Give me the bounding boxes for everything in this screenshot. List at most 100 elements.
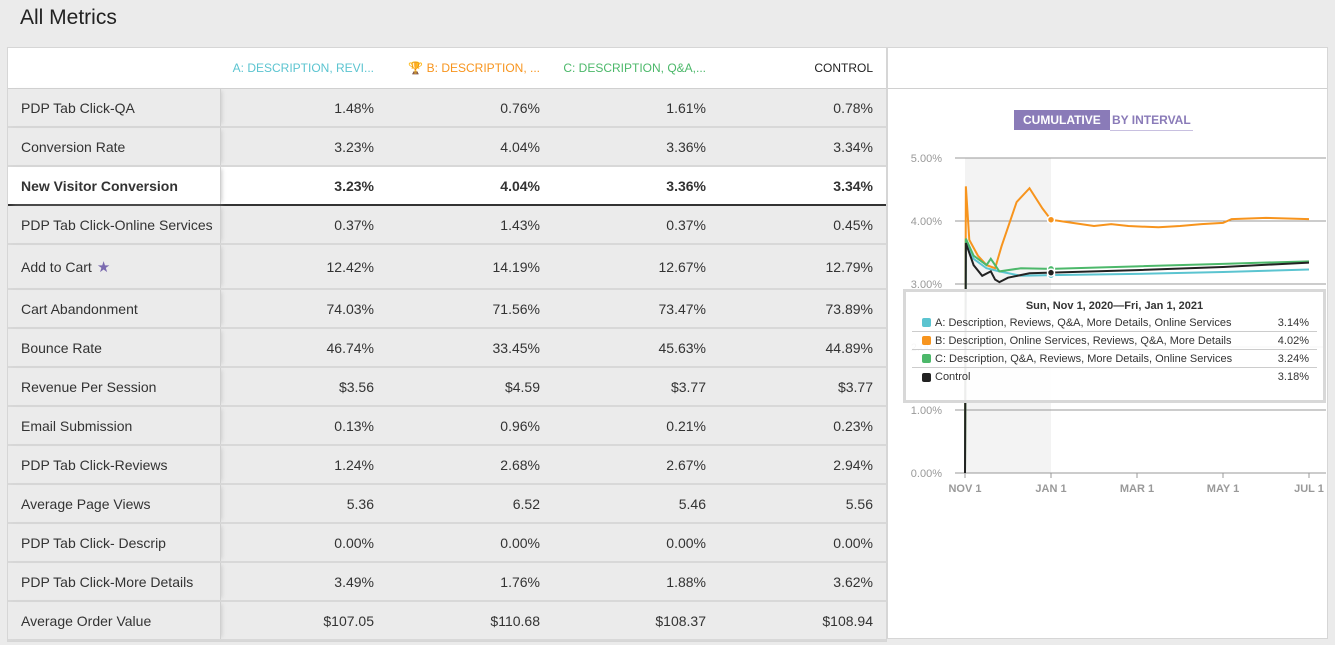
legend-swatch-icon — [922, 354, 931, 363]
metric-value: 73.47% — [658, 300, 706, 317]
metric-value: 71.56% — [492, 300, 540, 317]
metric-value: 73.89% — [825, 300, 873, 317]
metric-value: 4.04% — [500, 177, 540, 194]
table-row[interactable]: PDP Tab Click- Descrip 0.00% 0.00% 0.00% 0.0… — [8, 524, 886, 563]
table-row[interactable]: Average Order Value $107.05 $110.68 $108.37… — [8, 602, 886, 641]
metric-value: 0.78% — [833, 99, 873, 116]
tooltip-item: Control 3.18% — [912, 368, 1317, 386]
star-icon: ★ — [96, 258, 111, 276]
table-row[interactable]: Revenue Per Session $3.56 $4.59 $3.77 $3.77 — [8, 368, 886, 407]
metric-label: New Visitor Conversion — [8, 167, 221, 204]
x-tick-label: NOV 1 — [948, 483, 981, 495]
metric-value: $3.56 — [338, 378, 374, 395]
metric-value: $107.05 — [323, 612, 374, 629]
metric-value: 3.34% — [833, 138, 873, 155]
metric-value: 0.00% — [334, 534, 374, 551]
column-b-header[interactable]: 🏆 B: DESCRIPTION, ... — [408, 61, 540, 75]
series-line-c — [964, 238, 1310, 474]
metric-value: 2.94% — [833, 456, 873, 473]
table-row[interactable]: Cart Abandonment 74.03% 71.56% 73.47% 73.89% — [8, 290, 886, 329]
metric-label: Conversion Rate — [8, 128, 221, 165]
metric-value: 0.37% — [666, 216, 706, 233]
metric-value: $4.59 — [504, 378, 540, 395]
metric-value: 3.62% — [833, 573, 873, 590]
metric-value: 1.43% — [500, 216, 540, 233]
metric-value: 4.04% — [500, 138, 540, 155]
y-tick-label: 5.00% — [911, 153, 942, 165]
metric-label: PDP Tab Click- Descrip — [8, 524, 221, 561]
metric-value: 3.36% — [666, 177, 706, 194]
metric-value: $3.77 — [670, 378, 706, 395]
metric-value: $3.77 — [837, 378, 873, 395]
table-row[interactable]: PDP Tab Click-Reviews 1.24% 2.68% 2.67% 2.94… — [8, 446, 886, 485]
table-row[interactable]: New Visitor Conversion 3.23% 4.04% 3.36% 3.3… — [8, 167, 886, 206]
column-c-header[interactable]: C: DESCRIPTION, Q&A,... — [563, 61, 706, 75]
metric-value: 12.67% — [658, 258, 706, 275]
table-row[interactable]: Average Page Views 5.36 6.52 5.46 5.56 — [8, 485, 886, 524]
metric-value: 5.56 — [845, 495, 873, 512]
metric-label: PDP Tab Click-QA — [8, 89, 221, 126]
series-marker — [1046, 215, 1056, 224]
metric-label: PDP Tab Click-Online Services — [8, 206, 221, 243]
chart-tooltip: Sun, Nov 1, 2020—Fri, Jan 1, 2021 A: Des… — [903, 289, 1326, 403]
page-title: All Metrics — [20, 6, 117, 29]
y-tick-label: 3.00% — [911, 279, 942, 291]
x-tick-label: MAY 1 — [1207, 483, 1239, 495]
tooltip-title: Sun, Nov 1, 2020—Fri, Jan 1, 2021 — [1025, 300, 1204, 312]
y-tick-label: 4.00% — [911, 216, 942, 228]
metric-value: 3.23% — [334, 177, 374, 194]
metric-value: 0.96% — [500, 417, 540, 434]
metric-value: 1.24% — [334, 456, 374, 473]
metric-value: 45.63% — [658, 339, 706, 356]
metric-value: 0.23% — [833, 417, 873, 434]
metric-value: 5.46 — [678, 495, 706, 512]
metric-label: Average Page Views — [8, 485, 221, 522]
metric-value: 44.89% — [825, 339, 873, 356]
metric-value: 0.37% — [334, 216, 374, 233]
table-row[interactable]: PDP Tab Click-Online Services 0.37% 1.43% 0… — [8, 206, 886, 245]
metric-value: 74.03% — [326, 300, 374, 317]
x-tick-label: JAN 1 — [1035, 483, 1066, 495]
metric-value: 1.61% — [666, 99, 706, 116]
table-row[interactable]: Add to Cart ★ 12.42% 14.19% 12.67% 12.79% — [8, 245, 886, 290]
y-tick-label: 0.00% — [911, 468, 942, 480]
column-control-header[interactable]: CONTROL — [814, 61, 873, 75]
metric-value: 5.36 — [346, 495, 374, 512]
metric-value: 12.79% — [825, 258, 873, 275]
metric-value: 3.49% — [334, 573, 374, 590]
metrics-table: A: DESCRIPTION, REVI... 🏆 B: DESCRIPTION… — [7, 47, 887, 642]
metric-value: 12.42% — [326, 258, 374, 275]
metric-value: 0.00% — [666, 534, 706, 551]
metric-value: 0.21% — [666, 417, 706, 434]
metric-label: Revenue Per Session — [8, 368, 221, 405]
table-row[interactable]: PDP Tab Click-More Details 3.49% 1.76% 1.88… — [8, 563, 886, 602]
metric-value: 2.68% — [500, 456, 540, 473]
metric-value: 0.00% — [833, 534, 873, 551]
by-interval-toggle[interactable]: BY INTERVAL — [1110, 110, 1193, 131]
metric-value: 1.88% — [666, 573, 706, 590]
x-tick-label: MAR 1 — [1120, 483, 1154, 495]
legend-swatch-icon — [922, 372, 931, 382]
cumulative-toggle[interactable]: CUMULATIVE — [1014, 110, 1110, 130]
metric-value: 0.76% — [500, 99, 540, 116]
tooltip-item: B: Description, Online Services, Reviews… — [912, 332, 1317, 350]
tooltip-item: C: Description, Q&A, Reviews, More Detai… — [912, 350, 1317, 368]
metric-value: $108.94 — [822, 612, 873, 629]
table-row[interactable]: PDP Tab Click-QA 1.48% 0.76% 1.61% 0.78% — [8, 89, 886, 128]
table-row[interactable]: Conversion Rate 3.23% 4.04% 3.36% 3.34% — [8, 128, 886, 167]
metric-value: 1.48% — [334, 99, 374, 116]
table-row[interactable]: Bounce Rate 46.74% 33.45% 45.63% 44.89% — [8, 329, 886, 368]
y-tick-label: 1.00% — [911, 405, 942, 417]
metric-value: 1.76% — [500, 573, 540, 590]
metric-value: 14.19% — [492, 258, 540, 275]
metric-label: Cart Abandonment — [8, 290, 221, 327]
metric-value: 2.67% — [666, 456, 706, 473]
metric-value: 33.45% — [492, 339, 540, 356]
series-marker — [1046, 268, 1056, 277]
metric-label: Bounce Rate — [8, 329, 221, 366]
metric-label: PDP Tab Click-Reviews — [8, 446, 221, 483]
trophy-icon: 🏆 — [408, 61, 427, 75]
table-row[interactable]: Email Submission 0.13% 0.96% 0.21% 0.23% — [8, 407, 886, 446]
column-a-header[interactable]: A: DESCRIPTION, REVI... — [232, 61, 374, 75]
metric-value: 0.45% — [833, 216, 873, 233]
